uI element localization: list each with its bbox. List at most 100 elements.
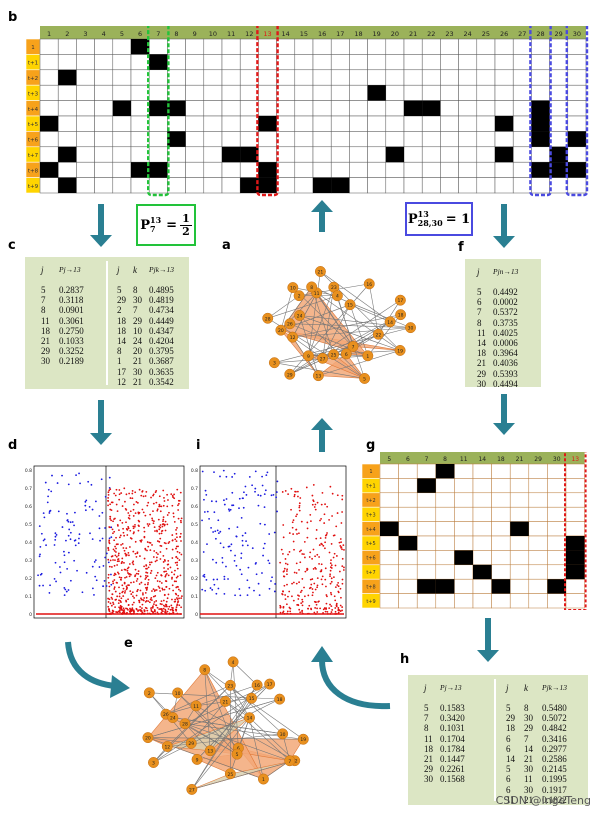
grid-b-filled-cell	[531, 162, 550, 178]
scatter-point	[142, 592, 144, 595]
scatter-point	[127, 551, 130, 554]
arrow-head	[477, 650, 499, 662]
scatter-point	[135, 501, 138, 503]
scatter-point	[223, 578, 226, 581]
grid-b-filled-cell	[495, 116, 514, 132]
scatter-point	[213, 511, 216, 514]
scatter-point	[158, 540, 161, 543]
network-edge	[204, 669, 211, 751]
scatter-point	[176, 536, 178, 539]
grid-b-col-label: 29	[555, 30, 563, 38]
scatter-point	[168, 511, 170, 514]
grid-b-filled-cell	[149, 100, 168, 116]
scatter-point	[116, 510, 119, 513]
scatter-point	[113, 530, 116, 533]
grid-g-filled-cell	[566, 550, 585, 565]
scatter-point	[67, 589, 70, 591]
network-edge	[322, 287, 335, 359]
table-cell: 0.5072	[542, 713, 567, 724]
table-header-cell: j	[477, 267, 480, 277]
table-cell: 0.3420	[440, 713, 465, 724]
scatter-point	[107, 597, 110, 600]
scatter-point	[118, 595, 121, 598]
scatter-point	[159, 505, 161, 508]
scatter-point	[334, 564, 337, 567]
scatter-point	[109, 602, 112, 605]
network-e: 1922716525271392931220282624210118212341…	[142, 656, 309, 795]
scatter-point	[173, 493, 176, 496]
network-node	[224, 768, 236, 780]
scatter-point	[108, 537, 111, 540]
scatter-point	[163, 594, 166, 597]
scatter-point	[330, 577, 333, 580]
scatter-point	[284, 558, 287, 560]
scatter-point	[93, 594, 95, 596]
scatter-point	[163, 570, 166, 573]
scatter-point	[172, 589, 175, 592]
network-node-label: 6	[345, 352, 348, 358]
scatter-point	[61, 526, 64, 528]
scatter-point	[320, 503, 323, 506]
table-cell: 0.1995	[542, 774, 567, 785]
scatter-point	[110, 583, 113, 586]
scatter-point	[257, 582, 260, 585]
scatter-point	[132, 560, 135, 563]
scatter-point	[161, 525, 164, 528]
scatter-point	[129, 510, 132, 513]
scatter-point	[139, 605, 142, 608]
scatter-point	[282, 590, 284, 593]
scatter-point	[238, 588, 241, 590]
scatter-point	[155, 604, 158, 607]
scatter-point	[329, 603, 331, 606]
scatter-point	[164, 575, 167, 578]
network-node-label: 29	[188, 741, 194, 747]
scatter-point	[129, 607, 131, 610]
scatter-point	[171, 504, 174, 507]
table-c-left: j Pj→13 5 0.2837 7 0.3118 8 0.0901 11 0.3061 18 0.2…	[25, 257, 107, 389]
scatter-point	[331, 609, 334, 611]
scatter-point	[324, 536, 327, 539]
scatter-point	[150, 569, 153, 572]
scatter-point	[124, 500, 126, 503]
scatter-point	[318, 544, 321, 546]
network-node-label: 1	[366, 354, 369, 360]
scatter-point	[296, 603, 299, 606]
scatter-point	[49, 509, 52, 512]
scatter-point	[48, 592, 51, 594]
scatter-point	[139, 575, 142, 578]
scatter-point	[339, 587, 342, 590]
scatter-point	[66, 512, 68, 515]
scatter-point	[209, 587, 212, 589]
panel-letter-b: b	[8, 10, 18, 25]
scatter-point	[108, 526, 111, 528]
table-cell: 18	[41, 325, 50, 336]
table-header-cell: j	[117, 265, 120, 275]
network-edge	[349, 304, 369, 356]
scatter-point	[254, 470, 257, 473]
scatter-point	[108, 476, 111, 479]
table-cell: 29	[424, 764, 433, 775]
network-node-label: 12	[290, 335, 296, 341]
scatter-point	[121, 505, 124, 507]
scatter-point	[112, 532, 114, 535]
scatter-point	[176, 557, 179, 560]
scatter-point	[330, 559, 332, 561]
scatter-point	[127, 525, 130, 528]
table-cell: 30	[524, 784, 533, 795]
scatter-point	[219, 542, 222, 545]
scatter-point	[163, 500, 166, 502]
scatter-point	[114, 606, 116, 608]
grid-g-filled-cell	[566, 564, 585, 580]
scatter-point	[54, 561, 57, 564]
scatter-point	[107, 608, 110, 611]
formula-left-sup: 13	[150, 215, 162, 225]
scatter-point	[296, 533, 298, 535]
scatter-point	[111, 598, 114, 600]
scatter-point	[110, 566, 113, 568]
scatter-point	[171, 548, 174, 551]
scatter-point	[127, 608, 129, 611]
scatter-point	[219, 530, 222, 533]
table-cell: 18	[477, 348, 486, 359]
scatter-point	[102, 585, 105, 588]
table-cell: 0.4819	[149, 295, 174, 306]
